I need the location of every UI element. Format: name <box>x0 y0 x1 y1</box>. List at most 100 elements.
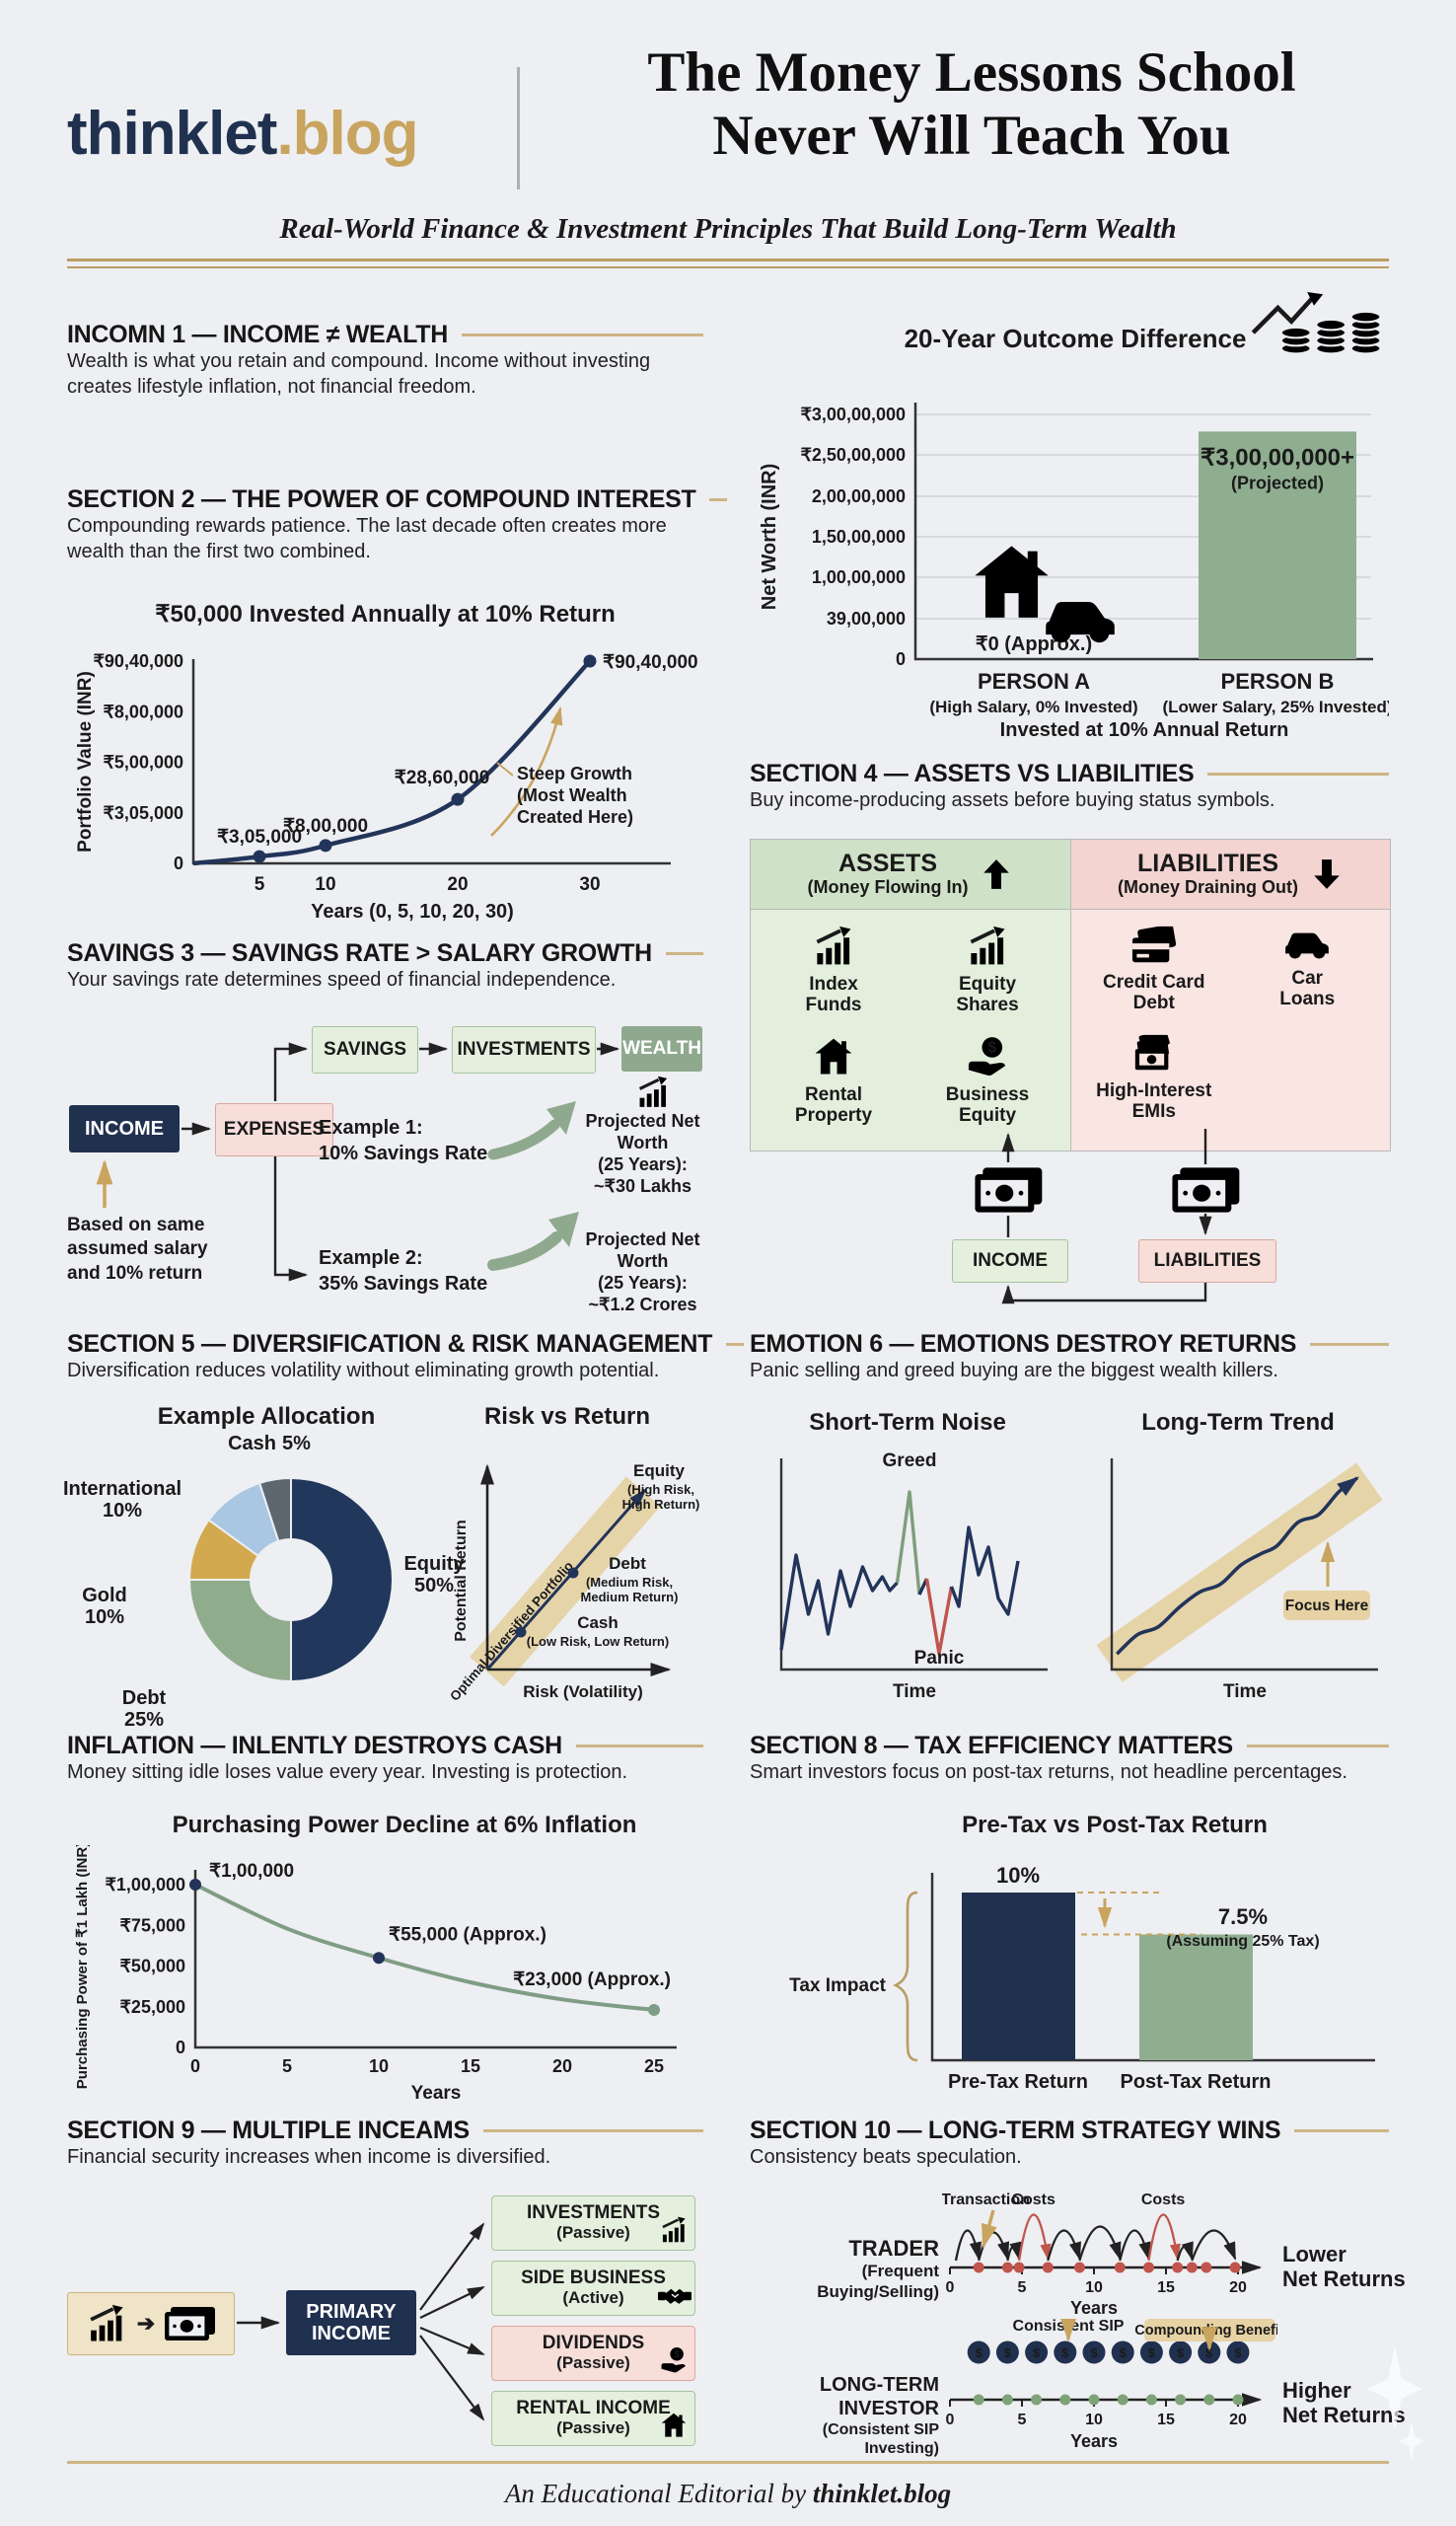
svg-text:(Projected): (Projected) <box>1231 473 1324 492</box>
assets-items: Index Funds Equity Shares Rental Property B… <box>751 910 1070 1151</box>
logo-primary: thinklet <box>67 100 277 168</box>
svg-text:Debt: Debt <box>609 1554 646 1573</box>
svg-text:1,50,00,000: 1,50,00,000 <box>812 527 906 547</box>
svg-text:₹3,00,00,000: ₹3,00,00,000 <box>800 405 906 424</box>
short-term-noise-chart: Greed Panic Time <box>779 1450 1048 1702</box>
svg-text:₹5,00,000: ₹5,00,000 <box>103 753 183 773</box>
svg-text:(Assuming 25% Tax): (Assuming 25% Tax) <box>1166 1933 1319 1950</box>
section-2: SECTION 2 — THE POWER OF COMPOUND INTERE… <box>67 485 728 564</box>
trend-content: Focus Here Time <box>1096 1458 1383 1702</box>
example-2-label: Example 2: 35% Savings Rate <box>319 1247 488 1295</box>
trend-title: Long-Term Trend <box>1141 1409 1335 1436</box>
svg-text:(Medium Risk,: (Medium Risk, <box>586 1575 673 1590</box>
svg-text:₹90,40,000: ₹90,40,000 <box>603 652 698 673</box>
svg-text:Created Here): Created Here) <box>517 807 633 827</box>
svg-text:25: 25 <box>644 2056 664 2076</box>
inflation-chart-title: Purchasing Power Decline at 6% Inflation <box>172 1812 637 1838</box>
allocation-donut-wrap: Cash 5% International 10% Gold 10% Debt 25% … <box>63 1433 472 1731</box>
stream-connectors <box>237 2222 485 2421</box>
tax-chart-title: Pre-Tax vs Post-Tax Return <box>962 1812 1268 1838</box>
page-subtitle: Real-World Finance & Investment Principl… <box>279 213 1177 245</box>
site-logo: thinklet.blog <box>67 99 419 169</box>
svg-text:20: 20 <box>1229 2279 1247 2296</box>
section-2-body: Compounding rewards patience. The last d… <box>67 515 667 562</box>
svg-text:₹2,50,00,000: ₹2,50,00,000 <box>800 445 906 465</box>
svg-text:0: 0 <box>174 854 183 873</box>
salary-chart-icon <box>86 2304 127 2343</box>
coins-growth-icon <box>1245 292 1383 355</box>
liabilities-flow-box: LIABILITIES <box>1138 1239 1276 1283</box>
handshake-icon <box>658 2285 692 2307</box>
svg-text:20: 20 <box>447 874 468 895</box>
section-5: SECTION 5 — DIVERSIFICATION & RISK MANAG… <box>67 1330 745 1384</box>
noise-content: Greed Panic Time <box>779 1450 1048 1702</box>
section-10-title: SECTION 10 — LONG-TERM STRATEGY WINS <box>750 2117 1389 2145</box>
expenses-node: EXPENSES <box>215 1103 333 1156</box>
wealth-node: WEALTH <box>621 1026 702 1072</box>
svg-text:20: 20 <box>1229 2412 1247 2428</box>
footer-credit: An Educational Editorial by thinklet.blo… <box>504 2479 952 2508</box>
cash-label: Cash 5% <box>228 1433 311 1454</box>
section-3-body: Your savings rate determines speed of fi… <box>67 969 617 991</box>
outcome-bar-chart: ₹3,00,00,000 ₹2,50,00,000 2,00,00,000 1,50,… <box>759 403 1389 740</box>
svg-text:$: $ <box>1205 2345 1213 2360</box>
svg-text:0: 0 <box>896 649 906 669</box>
income-flow-box: INCOME <box>952 1239 1068 1283</box>
equity-shares-icon <box>965 926 1010 967</box>
svg-text:Years: Years <box>1070 2298 1118 2317</box>
svg-text:Compounding Benefit: Compounding Benefit <box>1134 2323 1277 2339</box>
car-loan-icon <box>1282 926 1332 961</box>
money-bill-icon <box>974 1166 1045 1214</box>
donut-content <box>187 1476 394 1683</box>
risk-return-title: Risk vs Return <box>483 1403 651 1430</box>
allocation-title: Example Allocation <box>157 1403 376 1430</box>
liabilities-header: LIABILITIES (Money Draining Out) <box>1070 840 1390 910</box>
svg-text:₹3,05,000: ₹3,05,000 <box>103 803 183 823</box>
investor-label: LONG-TERM INVESTOR (Consistent SIP Inves… <box>819 2374 939 2458</box>
svg-text:Costs: Costs <box>1141 2192 1186 2208</box>
gold-label: Gold 10% <box>82 1585 127 1629</box>
svg-text:Panic: Panic <box>914 1648 965 1669</box>
svg-text:PERSON B: PERSON B <box>1221 669 1335 694</box>
svg-text:10: 10 <box>369 2056 389 2076</box>
svg-text:Focus Here: Focus Here <box>1285 1597 1369 1614</box>
svg-text:₹3,05,000: ₹3,05,000 <box>217 827 302 848</box>
money-bill-icon <box>1171 1166 1242 1214</box>
svg-text:Time: Time <box>1223 1681 1267 1702</box>
income-liability-flow: INCOME LIABILITIES <box>750 1127 1389 1316</box>
tax-bar-chart: 10% 7.5% (Assuming 25% Tax) Tax Impact Pre-T… <box>789 1863 1375 2093</box>
svg-text:₹55,000 (Approx.): ₹55,000 (Approx.) <box>389 1924 546 1945</box>
svg-text:₹8,00,000: ₹8,00,000 <box>103 702 183 721</box>
pretax-bar <box>962 1893 1075 2060</box>
assumption-note: Based on same assumed salary and 10% retur… <box>67 1215 208 1284</box>
compound-interest-chart: Portfolio Value (INR)₹90,40,000₹8,00,000… <box>75 651 698 923</box>
svg-text:Costs: Costs <box>1011 2192 1056 2208</box>
rental-property-icon <box>811 1036 856 1077</box>
svg-text:0: 0 <box>946 2279 955 2296</box>
section-4-body: Buy income-producing assets before buyin… <box>750 789 1275 811</box>
svg-text:Net Worth (INR): Net Worth (INR) <box>759 464 780 611</box>
inflation-line-chart: Purchasing Power of ₹1 Lakh (INR) ₹1,00,0… <box>74 1845 677 2104</box>
investments-node: INVESTMENTS <box>452 1026 596 1074</box>
savings-flow-diagram: INCOME EXPENSES SAVINGS INVESTMENTS WEAL… <box>67 1016 703 1314</box>
business-equity-icon <box>965 1036 1010 1077</box>
svg-text:15: 15 <box>1157 2412 1175 2428</box>
svg-text:₹75,000: ₹75,000 <box>119 1915 185 1935</box>
svg-text:$: $ <box>1120 2345 1128 2360</box>
compound-chart-title: ₹50,000 Invested Annually at 10% Return <box>155 601 616 628</box>
assets-header: ASSETS (Money Flowing In) <box>751 840 1070 910</box>
section-4: SECTION 4 — ASSETS VS LIABILITIES Buy in… <box>750 760 1389 814</box>
svg-text:₹8,00,000: ₹8,00,000 <box>283 816 368 837</box>
projection-1: Projected Net Worth (25 Years): ~₹30 Lakhs <box>585 1111 700 1196</box>
trader-label: TRADER (Frequent Buying/Selling) <box>817 2236 939 2301</box>
credit-card-icon <box>1131 926 1177 965</box>
svg-text:Medium Return): Medium Return) <box>581 1590 679 1604</box>
international-label: International 10% <box>62 1478 182 1523</box>
asset-equity-shares: Equity Shares <box>910 926 1064 1016</box>
svg-text:2,00,00,000: 2,00,00,000 <box>812 486 906 506</box>
section-2-title: SECTION 2 — THE POWER OF COMPOUND INTERE… <box>67 485 728 514</box>
savings-node: SAVINGS <box>312 1026 418 1074</box>
svg-text:Risk (Volatility): Risk (Volatility) <box>523 1682 643 1701</box>
arrow-up-icon <box>980 854 1013 894</box>
